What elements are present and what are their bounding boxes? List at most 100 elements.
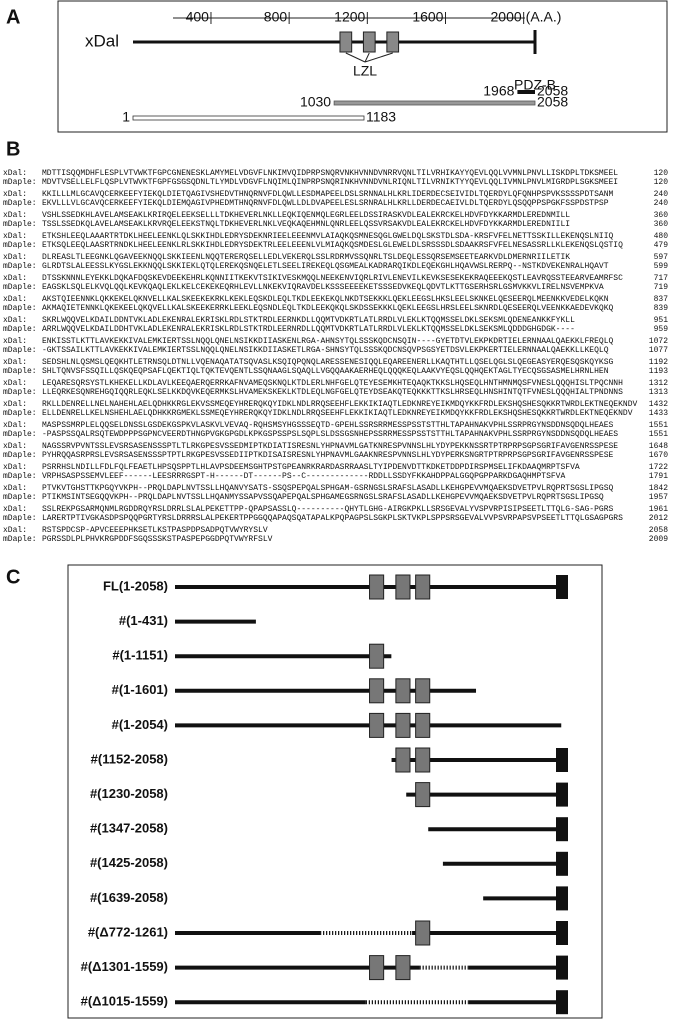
sequence: LLEQRKESQNREHGQIQQRLEQKLSELKKDQVKEQERMKS… — [42, 388, 623, 397]
construct-label: #(1230-2058) — [90, 786, 168, 801]
species-name: mDaple: — [3, 283, 37, 292]
species-name: xDal: — [3, 274, 27, 283]
sequence: MASPSSMRPLELQQSELDNSSLGSDEKGSPKVLASKVLVE… — [42, 421, 613, 430]
sequence: SEDSHLNLQSMSLQEQKHTLETRNSQLDTNLLVQENAQAT… — [42, 358, 613, 367]
construct-label: FL(1-2058) — [103, 578, 168, 593]
sequence: -PASPSSQALRSQTEWDPPPSGPNCVEERDTHNGPVGKGP… — [42, 430, 618, 439]
panel-c-frame — [67, 564, 603, 1019]
sequence: VSHLSSEDKHLAVELAMSEAKLKRIRQELEEKSELLLTDK… — [42, 211, 570, 220]
residue-number: 1551 — [649, 430, 668, 439]
species-name: mDaple: — [3, 409, 37, 418]
residue-number: 951 — [654, 316, 669, 325]
construct — [175, 990, 568, 1015]
species-name: mDaple: — [3, 388, 37, 397]
sequence: PSRRHSLNDILLFDLFQLFEAETLHPSQSPPTLHLAVPSD… — [42, 463, 580, 472]
construct-label: #(1152-2058) — [91, 751, 168, 766]
construct-part — [415, 782, 431, 808]
sequence: PTVKVTGHSTTKPGQYVKPH--PRQLDAPLNVTSSLLHQA… — [42, 484, 613, 493]
residue-number: 1957 — [649, 493, 668, 502]
species-name: mDaple: — [3, 325, 37, 334]
construct-part — [556, 748, 568, 772]
species-name: xDal: — [3, 295, 27, 304]
species-name: xDal: — [3, 190, 27, 199]
species-name: mDaple: — [3, 514, 37, 523]
species-name: xDal: — [3, 232, 27, 241]
ruler-label: 1600 — [412, 9, 443, 25]
construct-part — [556, 575, 568, 599]
ruler-label: 800 — [264, 9, 288, 25]
sequence: GLRDTSLALEESSLKYGSLEKKNQQLSKKIEKLQTQLERE… — [42, 262, 609, 271]
residue-number: 2009 — [649, 535, 668, 544]
fragment-part — [333, 100, 536, 106]
ruler-unit: (A.A.) — [526, 9, 562, 25]
species-name: xDal: — [3, 421, 27, 430]
construct — [483, 886, 568, 911]
sequence: RKLLDENRELLNELNAHEHLAELQDHKKRGLEKVSSMEQE… — [42, 400, 637, 409]
sequence: PYHRQQASRPRSLEVSRSASENSSSPTPTLRKGPESVSSE… — [42, 451, 613, 460]
lzl-pointer — [364, 52, 370, 63]
residue-number: 959 — [654, 325, 669, 334]
species-name: mDaple: — [3, 241, 37, 250]
species-name: xDal: — [3, 253, 27, 262]
residue-number: 599 — [654, 262, 669, 271]
construct-part — [369, 574, 385, 600]
construct-part — [556, 955, 568, 980]
sequence: NAGSSRVPVNTSSLEVSRSASENSSSPTLTLRKGPESVSS… — [42, 442, 618, 451]
sequence: AKMAQIETENNKLQKEKEELQKQVELLKALSKEEKERRKL… — [42, 304, 613, 313]
sequence: LARERTPTIVGKASDPSPQQPGRTYRSLDRRRSLALPEKE… — [42, 514, 623, 523]
sequence: DTSSKNNNLEYEKKLDQKAFDQSKEVDEEKEHRLKQNNII… — [42, 274, 623, 283]
lzl-label: LZL — [353, 63, 377, 79]
construct — [175, 955, 568, 981]
sequence: PGRSSDLPLPHVKRGPDDFSGQSSSKSTPASPEPGGDPQT… — [42, 535, 273, 544]
species-name: xDal: — [3, 358, 27, 367]
residue-number: 360 — [654, 211, 669, 220]
fragment-end: 2058 — [537, 94, 568, 110]
species-name: xDal: — [3, 442, 27, 451]
lzl-box — [362, 31, 376, 53]
construct-part — [415, 920, 431, 946]
residue-number: 240 — [654, 190, 669, 199]
species-name: mDaple: — [3, 367, 37, 376]
residue-number: 1842 — [649, 484, 668, 493]
species-name: mDaple: — [3, 451, 37, 460]
species-name: mDaple: — [3, 262, 37, 271]
residue-number: 1961 — [649, 505, 668, 514]
residue-number: 360 — [654, 220, 669, 229]
residue-number: 120 — [654, 169, 669, 178]
species-name: xDal: — [3, 505, 27, 514]
sequence: KKILLLMLGCAVQCERKEEFYIEKQLDIETQAGIVSHEDV… — [42, 190, 613, 199]
species-name: mDaple: — [3, 304, 37, 313]
ruler-label: 1200 — [334, 9, 365, 25]
construct-part — [556, 990, 568, 1015]
construct-part — [395, 747, 411, 773]
sequence: PTIKMSINTSEGQQVKPH--PRQLDAPLNVTSSLLHQANM… — [42, 493, 604, 502]
construct-part — [415, 574, 431, 600]
sequence: RSTSPDCSP-APVCEEEPHKSETLKSTPASPDPSADPQTV… — [42, 526, 268, 535]
residue-number: 1193 — [649, 367, 668, 376]
sequence: SKRLWQQVELKDAILDDNTVKLADLEKENRALEKRISKLR… — [42, 316, 575, 325]
sequence: ETKSQLEEQLAASRTRNDKLHEELEENKLRLSKKIHDLED… — [42, 241, 623, 250]
lzl-pointer — [345, 52, 366, 63]
construct — [175, 643, 392, 669]
pdz-label: PDZ-B — [514, 77, 556, 93]
sequence: SSLREKPGSARMQNMLRGDDRQYRSLDRRLSLALPEKETT… — [42, 505, 613, 514]
construct — [391, 747, 568, 773]
construct-part — [556, 782, 568, 807]
construct-label: #(1347-2058) — [90, 821, 168, 836]
sequence: AKSTQIEENNKLQKKEKELQKNVELLKALSKEEKEKRKLK… — [42, 295, 609, 304]
residue-number: 719 — [654, 283, 669, 292]
residue-number: 2012 — [649, 514, 668, 523]
sequence: MDVTVSELLELFLQSPLVTWVKTFGPFGSGSQDNLTLYMD… — [42, 178, 618, 187]
fragment-start: 1030 — [300, 94, 331, 110]
residue-number: 2058 — [649, 526, 668, 535]
sequence: EKVLLLVLGCAVQCERKEEFYIEKQLDIEMQAGIVPHEDM… — [42, 199, 609, 208]
construct — [406, 782, 568, 808]
lzl-pointer — [364, 52, 393, 63]
sequence: EAGSKLSQLELKVQLQQLKEVKQAQLEKLKELCEKEKEQR… — [42, 283, 604, 292]
construct-part — [395, 574, 411, 600]
species-name: mDaple: — [3, 472, 37, 481]
sequence: TSSLSSEDKQLAVELAMSEAKLKRVRQELEEKSTNQLTDK… — [42, 220, 570, 229]
residue-number: 1648 — [649, 442, 668, 451]
construct-label: #(Δ772-1261) — [88, 924, 168, 939]
